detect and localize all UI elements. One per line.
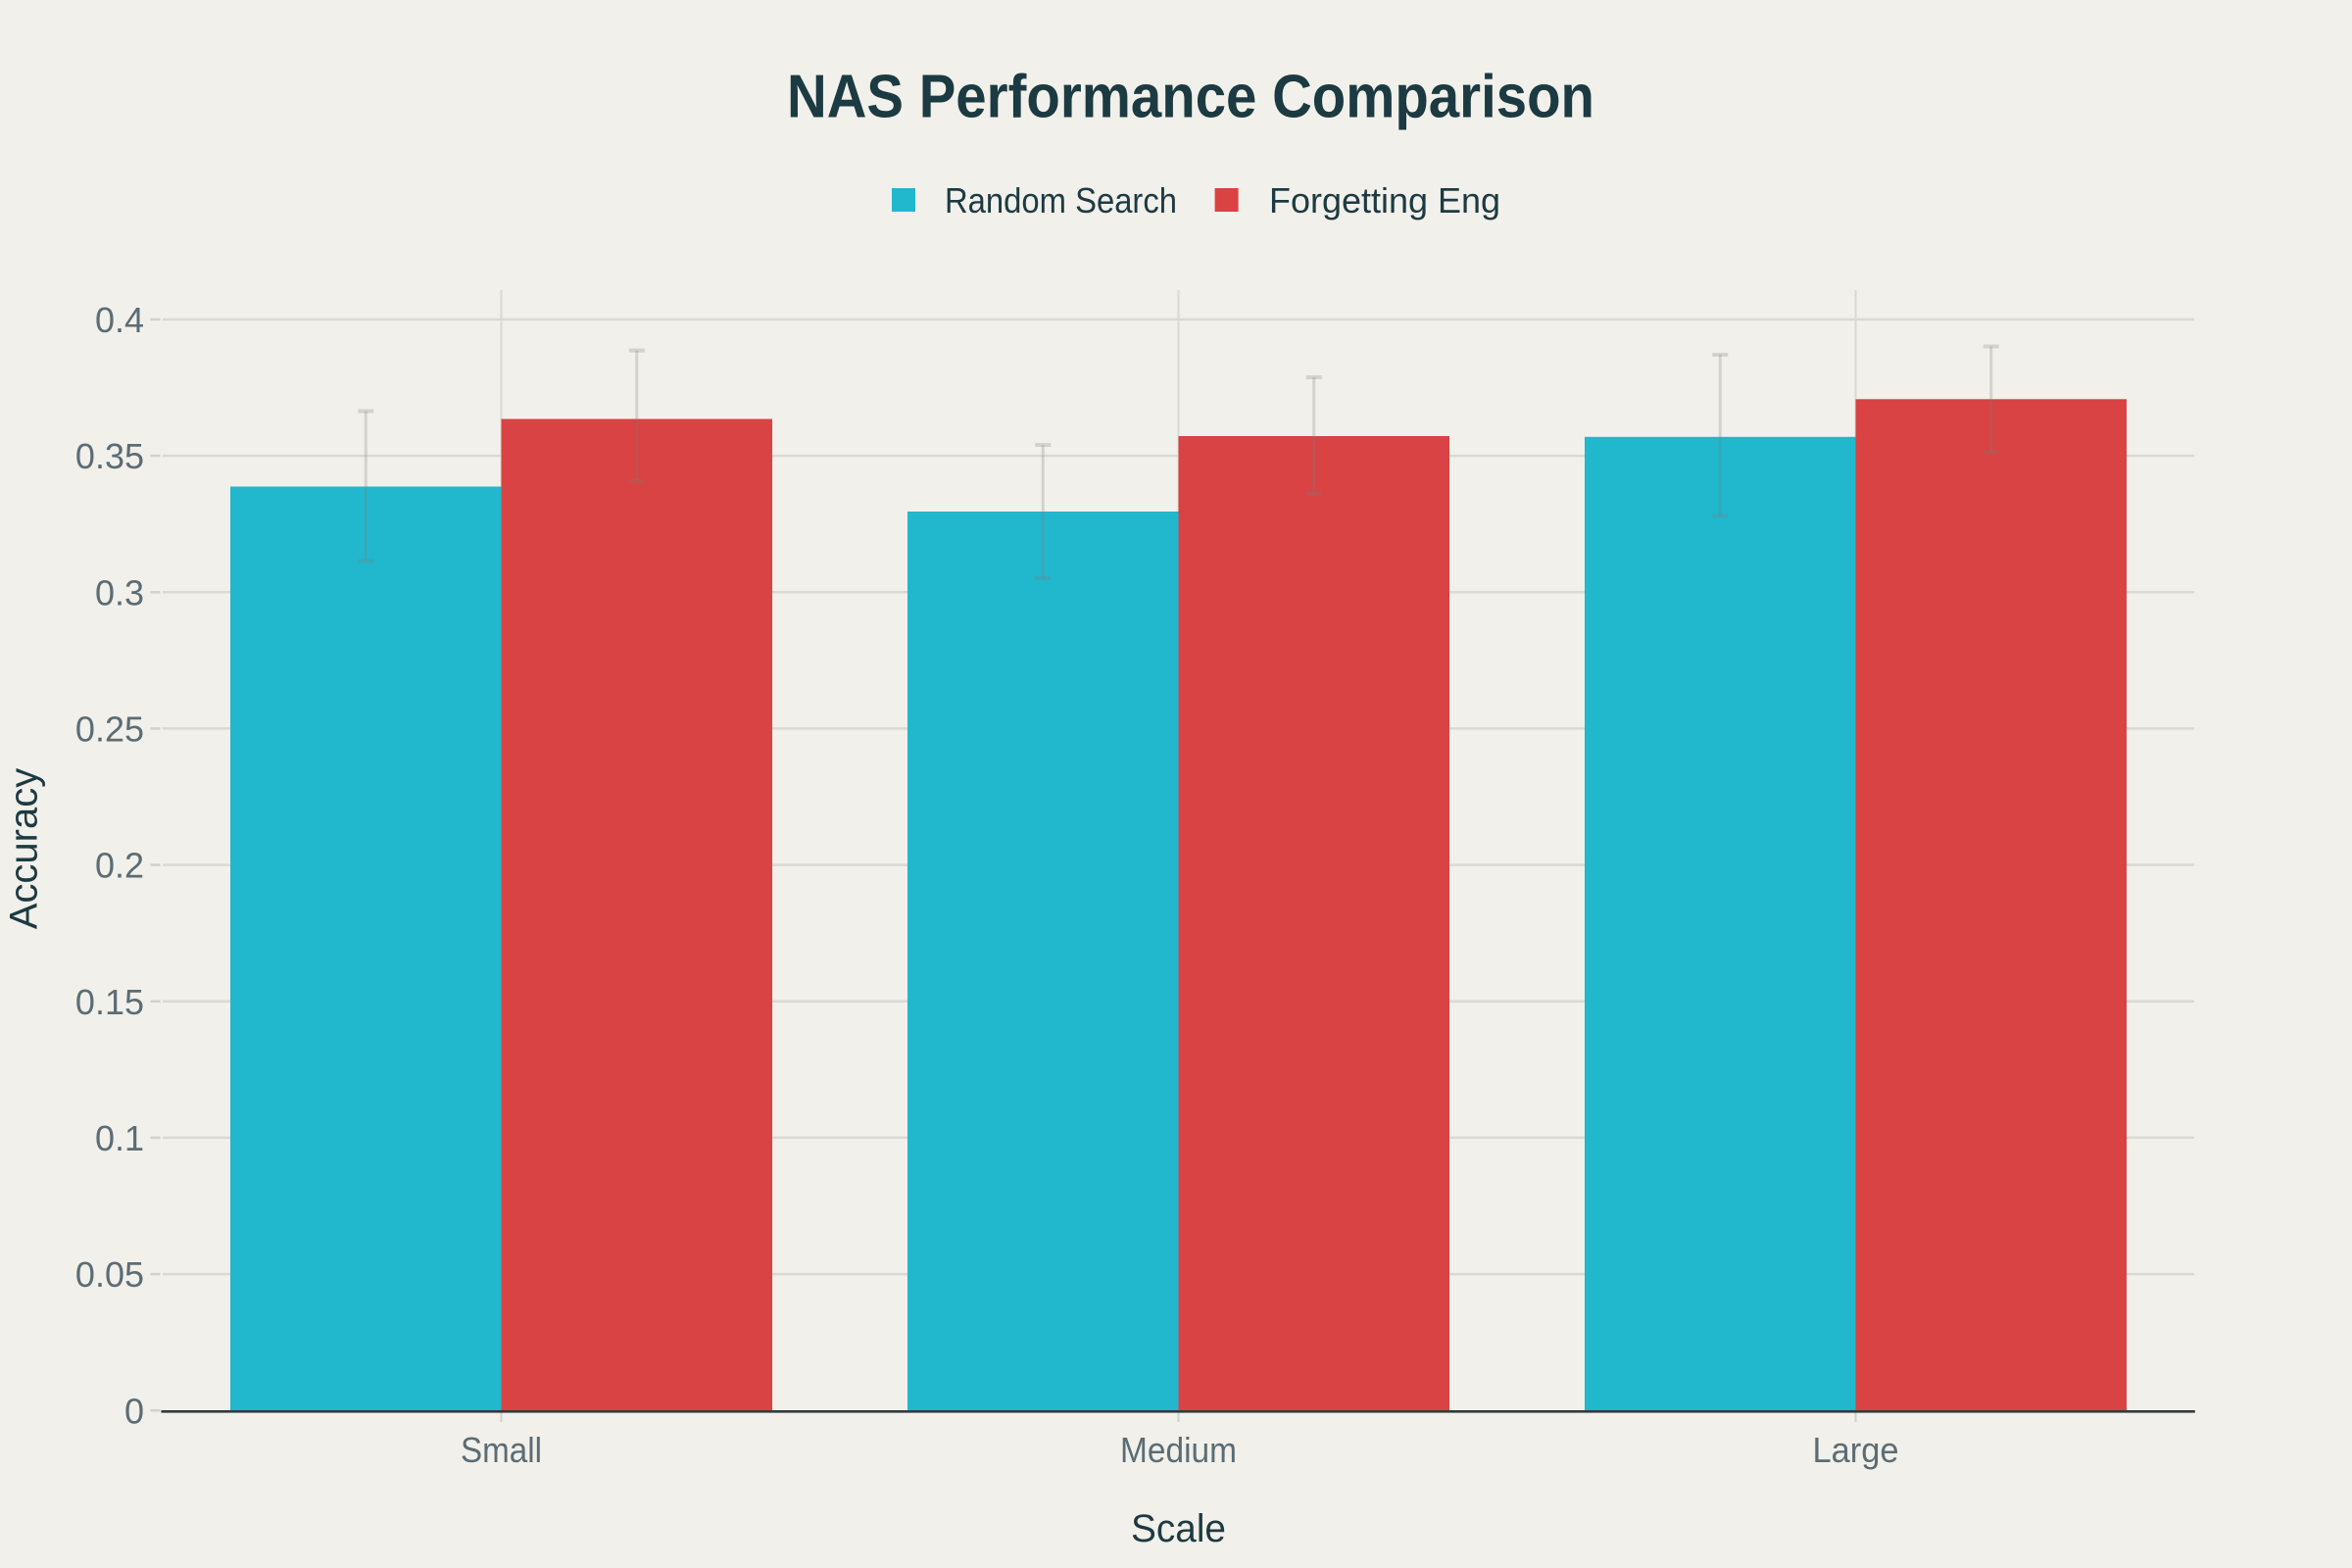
svg-text:0.35: 0.35 <box>75 436 144 476</box>
svg-text:0.3: 0.3 <box>95 572 144 612</box>
svg-text:Forgetting Eng: Forgetting Eng <box>1269 180 1500 220</box>
svg-text:0.1: 0.1 <box>95 1118 144 1158</box>
svg-text:0.05: 0.05 <box>75 1254 144 1295</box>
svg-text:Scale: Scale <box>1131 1507 1226 1550</box>
svg-text:Large: Large <box>1813 1430 1899 1470</box>
svg-text:Small: Small <box>461 1430 542 1470</box>
svg-text:0: 0 <box>124 1391 144 1431</box>
svg-text:0.25: 0.25 <box>75 709 144 749</box>
svg-text:0.4: 0.4 <box>95 300 144 340</box>
svg-text:0.2: 0.2 <box>95 846 144 886</box>
svg-text:Random Search: Random Search <box>945 180 1177 220</box>
svg-text:Accuracy: Accuracy <box>3 768 46 930</box>
svg-text:0.15: 0.15 <box>75 982 144 1022</box>
svg-text:Medium: Medium <box>1120 1430 1237 1470</box>
svg-text:NAS Performance Comparison: NAS Performance Comparison <box>787 64 1594 131</box>
